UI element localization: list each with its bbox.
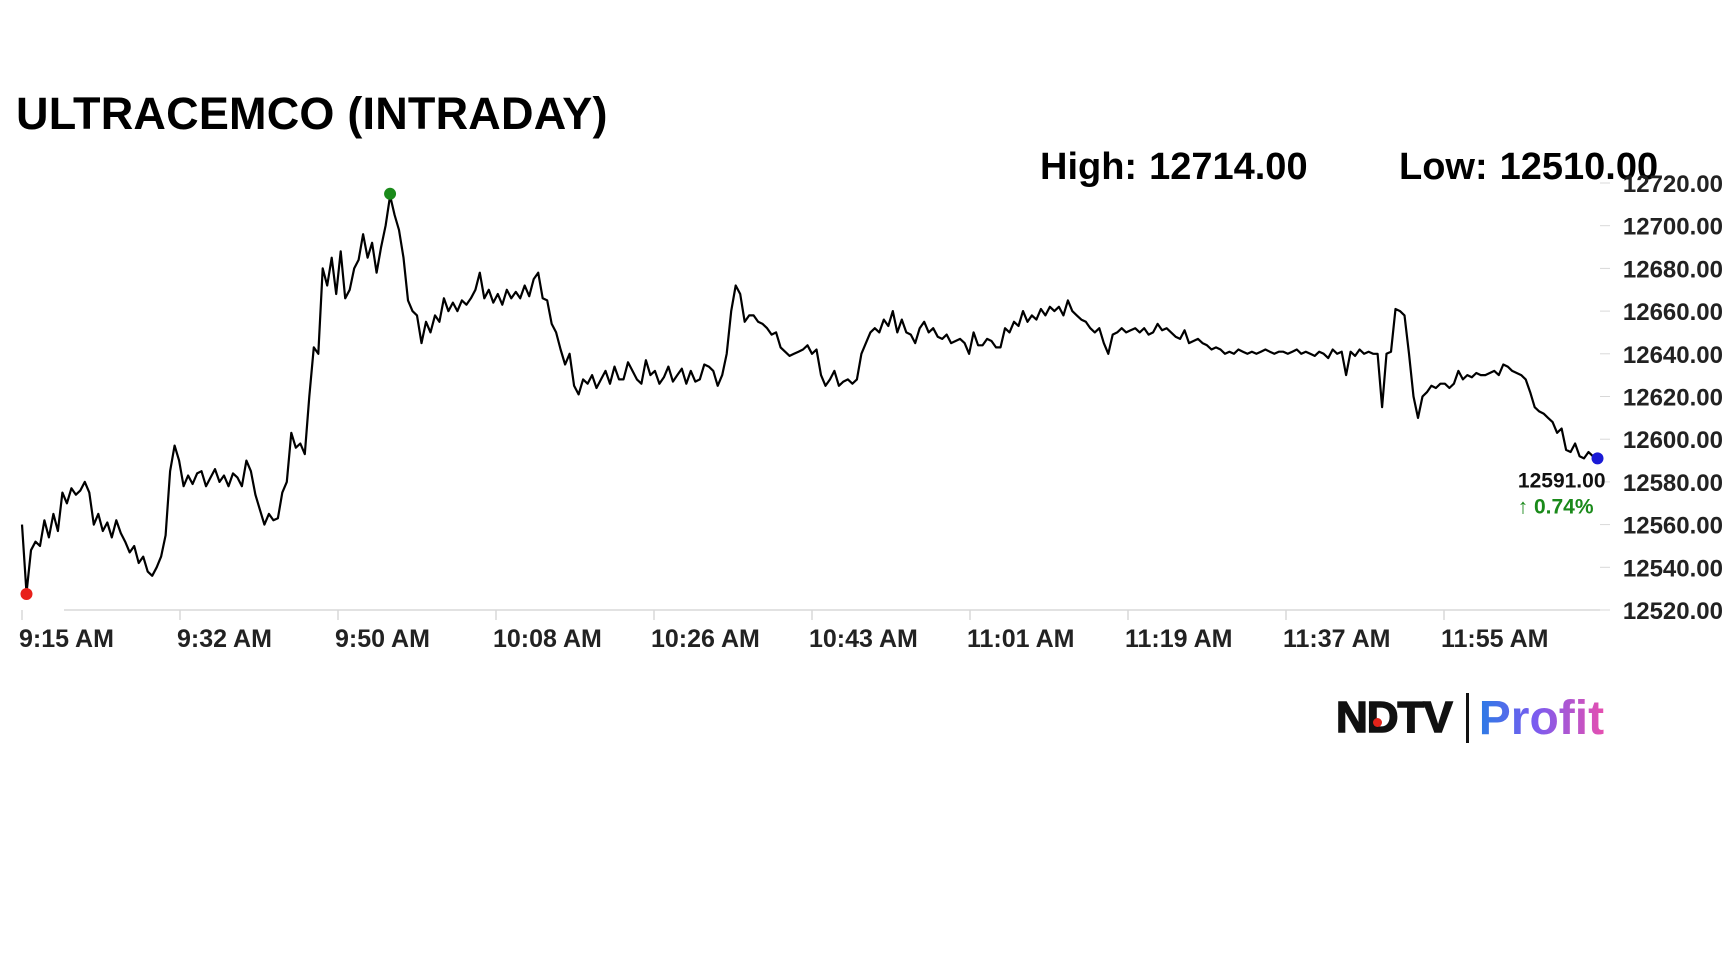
x-axis-ticks: 9:15 AM 9:32 AM 9:50 AM 10:08 AM 10:26 AM 10:…: [19, 610, 1548, 653]
x-tick-label: 11:01 AM: [967, 625, 1074, 653]
high-label: High:: [1040, 146, 1138, 188]
high-value: 12714.00: [1149, 146, 1308, 188]
x-tick-label: 10:43 AM: [809, 625, 918, 653]
change-label: ↑ 0.74%: [1518, 495, 1594, 518]
y-tick-label: 12580.00: [1623, 470, 1723, 497]
high-stat: High: 12714.00: [1040, 146, 1308, 189]
logo-red-dot: [1373, 718, 1382, 727]
x-tick-label: 11:19 AM: [1125, 625, 1232, 653]
y-tick-label: 12600.00: [1623, 427, 1723, 454]
y-tick-label: 12720.00: [1623, 171, 1723, 198]
x-tick-label: 11:55 AM: [1441, 625, 1548, 653]
y-axis-ticks: 12720.00 12700.00 12680.00 12660.00 12640.00…: [1600, 171, 1723, 625]
change-percent: 0.74%: [1534, 495, 1594, 518]
y-tick-label: 12660.00: [1623, 299, 1723, 326]
x-tick-label: 11:37 AM: [1283, 625, 1390, 653]
high-marker: [384, 187, 397, 200]
x-tick-label: 9:32 AM: [177, 625, 272, 653]
y-tick-label: 12640.00: [1623, 342, 1723, 369]
logo-divider: [1465, 693, 1469, 743]
low-value: 12510.00: [1499, 146, 1659, 188]
x-tick-label: 9:15 AM: [19, 625, 114, 653]
logo-profit-text: Profit: [1478, 691, 1605, 745]
chart-title: ULTRACEMCO (INTRADAY): [16, 88, 608, 139]
low-stat: Low: 12510.00: [1399, 146, 1658, 189]
last-price-marker: [1591, 452, 1604, 465]
y-tick-label: 12560.00: [1623, 513, 1723, 540]
low-label: Low:: [1399, 146, 1488, 188]
y-tick-label: 12680.00: [1623, 256, 1723, 283]
price-line: [20, 194, 1598, 594]
up-arrow-icon: ↑: [1518, 495, 1529, 518]
y-tick-label: 12540.00: [1623, 555, 1723, 582]
x-tick-label: 9:50 AM: [335, 625, 430, 653]
y-tick-label: 12520.00: [1623, 598, 1723, 625]
last-price-label: 12591.00: [1518, 469, 1606, 492]
y-tick-label: 12620.00: [1623, 385, 1723, 412]
y-tick-label: 12700.00: [1623, 214, 1723, 241]
x-tick-label: 10:08 AM: [493, 625, 602, 653]
logo-ndtv-text: NDTV: [1335, 692, 1453, 743]
ndtv-profit-logo: NDTV Profit: [1335, 690, 1605, 746]
x-tick-label: 10:26 AM: [651, 625, 760, 653]
low-marker: [20, 588, 33, 600]
